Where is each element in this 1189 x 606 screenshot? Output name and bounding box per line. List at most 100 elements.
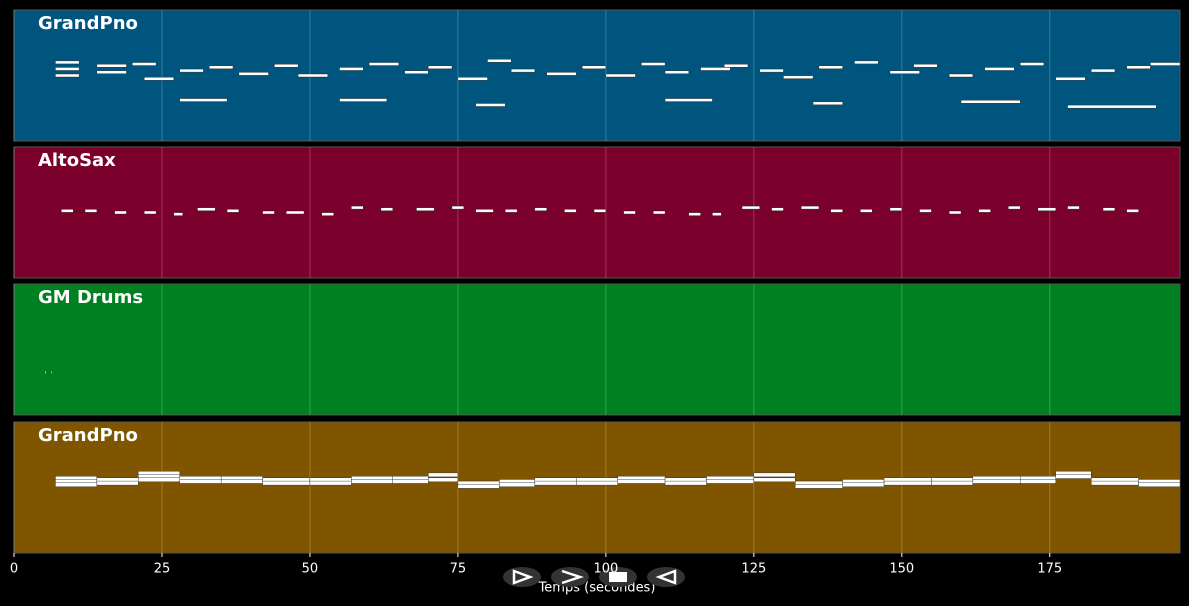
note bbox=[948, 73, 974, 78]
note bbox=[582, 65, 607, 70]
note bbox=[179, 98, 228, 102]
note bbox=[1091, 68, 1116, 73]
note bbox=[499, 482, 536, 487]
note bbox=[351, 479, 394, 484]
note bbox=[623, 210, 636, 215]
note bbox=[1067, 104, 1157, 109]
note bbox=[55, 73, 80, 78]
note bbox=[505, 209, 518, 213]
track-name: GM Drums bbox=[38, 287, 143, 308]
note bbox=[339, 98, 388, 102]
note bbox=[984, 67, 1015, 71]
note bbox=[1037, 207, 1056, 211]
note bbox=[510, 68, 536, 73]
note bbox=[641, 62, 666, 66]
note bbox=[664, 98, 713, 102]
note bbox=[179, 479, 222, 484]
track-panel bbox=[13, 421, 1181, 554]
note bbox=[860, 209, 873, 213]
note bbox=[919, 209, 932, 213]
note bbox=[546, 72, 577, 76]
note bbox=[1055, 474, 1092, 479]
note bbox=[883, 480, 932, 486]
note bbox=[457, 77, 488, 81]
note bbox=[576, 480, 618, 486]
x-tick-label: 175 bbox=[1037, 562, 1062, 577]
note bbox=[96, 480, 139, 486]
note bbox=[1067, 205, 1080, 210]
note bbox=[948, 210, 962, 215]
note bbox=[404, 70, 429, 74]
x-tick-label: 150 bbox=[889, 562, 914, 577]
note bbox=[818, 65, 843, 70]
note bbox=[931, 480, 974, 486]
note bbox=[741, 205, 760, 210]
note bbox=[617, 479, 666, 484]
note bbox=[44, 370, 47, 375]
note bbox=[1102, 207, 1116, 211]
note bbox=[700, 67, 731, 71]
forward-button[interactable] bbox=[551, 567, 589, 587]
note bbox=[226, 209, 240, 213]
track-panel bbox=[13, 9, 1181, 142]
note bbox=[339, 67, 364, 71]
note bbox=[457, 484, 500, 489]
note bbox=[1126, 65, 1151, 70]
note bbox=[173, 212, 183, 216]
note bbox=[800, 205, 820, 210]
note bbox=[416, 207, 435, 211]
x-tick-label: 75 bbox=[450, 562, 467, 577]
note bbox=[179, 68, 204, 73]
note bbox=[144, 210, 157, 215]
note bbox=[380, 207, 394, 211]
note bbox=[138, 477, 180, 483]
note bbox=[428, 472, 459, 478]
note bbox=[61, 209, 74, 213]
note bbox=[889, 70, 920, 74]
note bbox=[564, 209, 577, 213]
x-tick-label: 100 bbox=[593, 562, 618, 577]
note bbox=[351, 205, 364, 210]
note bbox=[475, 103, 506, 107]
note bbox=[534, 207, 547, 211]
note bbox=[688, 212, 701, 216]
note bbox=[653, 210, 666, 215]
play-button[interactable] bbox=[503, 567, 541, 587]
note bbox=[1008, 205, 1021, 210]
track-name: GrandPno bbox=[38, 13, 138, 34]
note bbox=[1091, 480, 1139, 486]
note bbox=[144, 77, 175, 81]
x-tick-label: 0 bbox=[10, 562, 18, 577]
note bbox=[238, 72, 269, 76]
x-tick-label: 125 bbox=[741, 562, 766, 577]
note bbox=[1126, 209, 1139, 213]
note bbox=[664, 70, 689, 74]
note bbox=[960, 99, 1021, 104]
note bbox=[209, 65, 234, 70]
track-name: GrandPno bbox=[38, 425, 138, 446]
stop-button[interactable] bbox=[599, 567, 637, 587]
note bbox=[1019, 479, 1056, 484]
note bbox=[795, 484, 843, 489]
note bbox=[368, 62, 399, 66]
track-name: AltoSax bbox=[38, 150, 116, 171]
note bbox=[96, 63, 127, 68]
note bbox=[978, 209, 991, 213]
note bbox=[534, 480, 577, 486]
back-button[interactable] bbox=[647, 567, 685, 587]
note bbox=[1150, 62, 1181, 66]
note bbox=[114, 210, 127, 215]
note bbox=[771, 207, 784, 211]
note bbox=[593, 209, 607, 213]
note bbox=[451, 205, 465, 210]
note bbox=[220, 479, 263, 484]
x-tick-label: 50 bbox=[302, 562, 319, 577]
note bbox=[96, 70, 127, 74]
note bbox=[712, 212, 722, 216]
note bbox=[1019, 62, 1045, 66]
note bbox=[1138, 482, 1181, 487]
note bbox=[475, 209, 494, 213]
note bbox=[84, 209, 98, 213]
note bbox=[1055, 77, 1086, 81]
